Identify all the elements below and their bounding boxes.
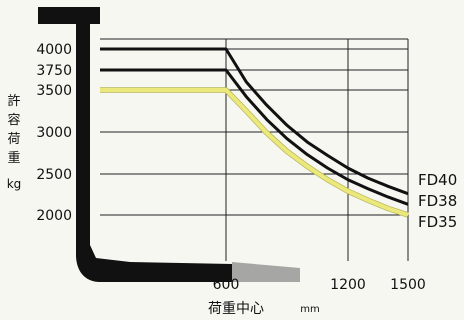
x-axis-label: 荷重中心 mm xyxy=(208,301,320,317)
y-tick-label: 2000 xyxy=(36,208,72,224)
series-layer xyxy=(100,47,409,218)
legend-label-fd35: FD35 xyxy=(418,213,457,231)
legend-label-fd38: FD38 xyxy=(418,192,457,210)
series-line-fd38 xyxy=(100,68,409,206)
x-tick-label: 600 xyxy=(213,277,240,293)
series-line-fd40 xyxy=(100,47,409,196)
legend-label-fd40: FD40 xyxy=(418,171,457,189)
x-tick-label: 1200 xyxy=(330,277,366,293)
y-axis-unit: kg xyxy=(7,177,22,191)
y-tick-label: 4000 xyxy=(36,42,72,58)
fork-silhouette xyxy=(38,7,300,282)
y-tick-labels: 4000 3750 3500 3000 2500 2000 xyxy=(36,42,72,224)
y-axis-label-char: 荷 xyxy=(7,132,20,147)
x-tick-labels: 600 1200 1500 xyxy=(213,277,426,293)
y-axis-label-char: 許 xyxy=(7,94,20,109)
y-axis-label: 許 容 荷 重 kg xyxy=(7,94,22,191)
y-axis-label-char: 容 xyxy=(7,112,20,128)
x-axis-label-text: 荷重中心 xyxy=(208,301,264,317)
y-tick-label: 3500 xyxy=(36,83,72,99)
x-tick-label: 1500 xyxy=(390,277,426,293)
series-line-fd35 xyxy=(100,88,409,217)
legend: FD40 FD38 FD35 xyxy=(418,171,457,231)
y-tick-label: 3000 xyxy=(36,125,72,141)
y-tick-label: 2500 xyxy=(36,167,72,183)
x-axis-unit: mm xyxy=(300,304,319,315)
y-tick-label: 3750 xyxy=(36,63,72,79)
y-axis-label-char: 重 xyxy=(7,150,20,166)
